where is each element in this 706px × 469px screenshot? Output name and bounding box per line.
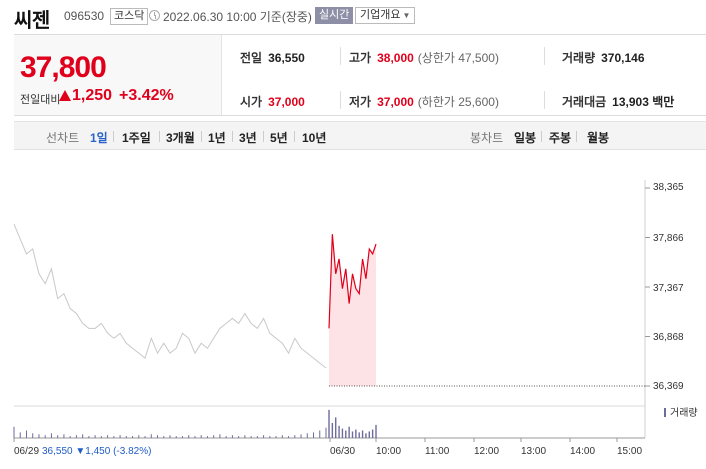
stat-trade-amount: 거래대금 13,903 백만 <box>562 93 674 110</box>
series-line-today <box>328 234 377 329</box>
prev-rate: (-3.82%) <box>113 446 152 457</box>
stat-prev-close: 전일 36,550 <box>240 49 305 66</box>
stock-name: 씨젠 <box>14 10 50 32</box>
stat-label: 거래량 <box>562 51 596 65</box>
x-tick-label: 06/30 <box>330 446 356 457</box>
company-info-button[interactable]: 기업개요 ▼ <box>355 7 416 24</box>
tab-5y[interactable]: 5년 <box>270 131 288 145</box>
divider <box>263 131 264 142</box>
divider <box>201 131 202 142</box>
candle-chart-label: 봉차트 <box>470 131 504 145</box>
chart-canvas <box>13 180 650 442</box>
x-tick-label: 15:00 <box>617 446 643 457</box>
chart-tabs: 선차트 1일 1주일 3개월 1년 3년 5년 10년 봉차트 일봉 주봉 월봉 <box>14 121 706 150</box>
tab-daily-candle[interactable]: 일봉 <box>514 131 537 145</box>
divider <box>340 47 341 65</box>
realtime-button[interactable]: 실시간 <box>315 7 354 24</box>
stock-code: 096530 <box>64 9 105 23</box>
stat-value: 370,146 <box>601 51 645 65</box>
stat-low: 저가 37,000 (하한가 25,600) <box>349 93 499 110</box>
price-chart: 38,365 37,866 37,367 36,868 36,369 거래량 0… <box>0 176 706 469</box>
y-tick-label: 36,369 <box>653 381 684 392</box>
current-price: 37,800 <box>20 51 107 84</box>
divider <box>113 131 114 142</box>
stat-open: 시가 37,000 <box>240 93 305 110</box>
x-tick-label: 06/29 <box>14 446 40 457</box>
stat-value: 38,000 <box>377 51 414 65</box>
stat-label: 전일 <box>240 51 263 65</box>
chevron-down-icon: ▼ <box>402 11 411 20</box>
prev-day-info: 36,550 ▼1,450 (-3.82%) <box>42 446 151 457</box>
change-rate: +3.42% <box>119 87 174 104</box>
timestamp: 2022.06.30 10:00 기준(장중) <box>163 10 312 24</box>
change-label: 전일대비 <box>20 94 61 106</box>
x-tick-label: 11:00 <box>425 446 450 457</box>
series-line-prev-day <box>13 224 327 369</box>
price-panel: 37,800 전일대비 1,250 +3.42% 전일 36,550 고가 38,0… <box>14 34 706 116</box>
tab-1d[interactable]: 1일 <box>90 131 108 145</box>
stat-label: 시가 <box>240 95 263 109</box>
clock-icon <box>149 10 160 21</box>
x-tick-label: 10:00 <box>376 446 402 457</box>
y-tick-label: 37,866 <box>653 233 684 244</box>
tab-3m[interactable]: 3개월 <box>166 131 195 145</box>
prev-close: 36,550 <box>42 446 73 457</box>
tab-1y[interactable]: 1년 <box>208 131 226 145</box>
divider <box>232 131 233 142</box>
stat-high: 고가 38,000 (상한가 47,500) <box>349 49 499 66</box>
change-value: 1,250 <box>72 87 113 104</box>
stat-value: 13,903 백만 <box>612 95 675 109</box>
divider <box>159 131 160 142</box>
current-price-box: 37,800 전일대비 1,250 +3.42% <box>14 35 222 115</box>
tab-monthly-candle[interactable]: 월봉 <box>587 131 610 145</box>
stat-sub: (상한가 47,500) <box>417 51 499 65</box>
prev-change: ▼1,450 <box>75 446 111 457</box>
stat-volume: 거래량 370,146 <box>562 49 645 66</box>
up-triangle-icon <box>59 90 71 101</box>
volume-legend-swatch <box>664 408 666 417</box>
divider <box>544 91 545 109</box>
stock-header: 씨젠 096530 코스닥 2022.06.30 10:00 기준(장중) 실시… <box>0 0 706 32</box>
company-info-label: 기업개요 <box>360 9 401 21</box>
divider <box>294 131 295 142</box>
line-chart-label: 선차트 <box>46 131 80 145</box>
y-tick-label: 37,367 <box>653 283 684 294</box>
divider <box>544 47 545 65</box>
divider <box>340 91 341 109</box>
stat-value: 36,550 <box>268 51 305 65</box>
tab-weekly-candle[interactable]: 주봉 <box>549 131 572 145</box>
tab-10y[interactable]: 10년 <box>302 131 327 145</box>
x-tick-label: 12:00 <box>474 446 500 457</box>
y-tick-label: 38,365 <box>653 182 684 193</box>
x-tick-label: 14:00 <box>570 446 596 457</box>
stat-value: 37,000 <box>268 95 305 109</box>
tab-3y[interactable]: 3년 <box>239 131 257 145</box>
volume-legend-label: 거래량 <box>670 408 698 419</box>
stat-label: 고가 <box>349 51 372 65</box>
volume-legend: 거래량 <box>664 404 698 419</box>
y-tick-label: 36,868 <box>653 332 684 343</box>
divider <box>541 131 542 142</box>
divider <box>576 131 577 142</box>
stat-sub: (하한가 25,600) <box>417 95 499 109</box>
x-tick-label: 13:00 <box>521 446 547 457</box>
stat-label: 저가 <box>349 95 372 109</box>
tab-1w[interactable]: 1주일 <box>122 131 151 145</box>
stat-value: 37,000 <box>377 95 414 109</box>
stat-label: 거래대금 <box>562 95 607 109</box>
market-badge: 코스닥 <box>110 8 149 25</box>
